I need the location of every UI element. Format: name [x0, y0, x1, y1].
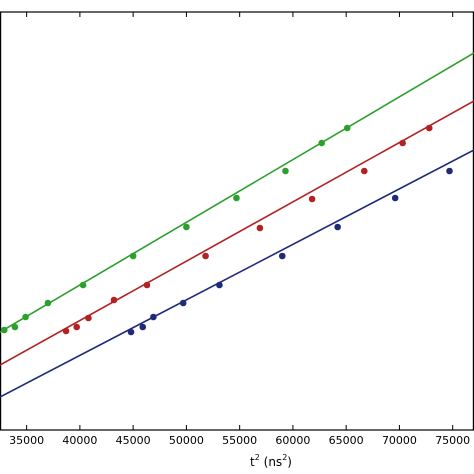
- fit-line: [0, 52, 474, 333]
- data-point: [0, 326, 8, 334]
- x-tick-label: 70000: [382, 434, 417, 447]
- data-point: [62, 327, 70, 335]
- data-point: [127, 328, 135, 336]
- fit-line: [0, 100, 474, 366]
- data-point: [183, 223, 190, 231]
- data-point: [399, 139, 406, 147]
- data-point: [85, 314, 92, 322]
- x-axis-label-sup: 2: [255, 453, 260, 462]
- data-point: [202, 252, 209, 260]
- data-point: [256, 224, 264, 232]
- data-point: [278, 252, 286, 260]
- data-point: [143, 281, 151, 289]
- data-point: [334, 223, 341, 231]
- x-tick-label: 75000: [435, 434, 470, 447]
- x-tick-label: 45000: [116, 434, 151, 447]
- fit-line: [0, 149, 474, 398]
- data-point: [22, 313, 29, 321]
- data-point: [44, 299, 52, 307]
- data-point: [11, 323, 19, 331]
- x-tick-label: 60000: [275, 434, 310, 447]
- data-point: [110, 296, 118, 304]
- x-axis-label: t2 (ns2): [250, 453, 292, 469]
- data-point: [391, 194, 399, 202]
- data-point: [150, 313, 157, 321]
- plot-frame: [0, 11, 474, 431]
- data-point: [129, 252, 137, 260]
- x-tick-label: 40000: [62, 434, 97, 447]
- x-axis-label-unit-close: ): [287, 455, 292, 469]
- x-tick-label: 35000: [9, 434, 44, 447]
- data-point: [308, 195, 316, 203]
- x-tick-label: 50000: [169, 434, 204, 447]
- data-point: [360, 167, 368, 175]
- data-points: [0, 124, 453, 336]
- data-point: [318, 139, 325, 147]
- x-axis-label-unit-open: (ns: [260, 455, 282, 469]
- x-axis-label-base: t: [250, 455, 255, 469]
- data-point: [343, 124, 351, 132]
- x-axis-ticks: 35000 40000 45000 50000 55000 60000 65000 70000…: [9, 12, 470, 447]
- x-axis-label-unit-sup: 2: [282, 453, 287, 462]
- x-tick-label: 65000: [329, 434, 364, 447]
- data-point: [233, 194, 240, 202]
- data-point: [73, 323, 80, 331]
- data-point: [282, 167, 289, 175]
- fit-lines: [0, 52, 474, 398]
- data-point: [446, 167, 453, 175]
- data-point: [79, 281, 87, 289]
- data-point: [425, 124, 433, 132]
- x-tick-label: 55000: [222, 434, 257, 447]
- data-point: [139, 323, 147, 331]
- data-point: [179, 299, 187, 307]
- data-point: [216, 281, 223, 289]
- plot-area: 35000 40000 45000 50000 55000 60000 65000 70000…: [0, 11, 474, 447]
